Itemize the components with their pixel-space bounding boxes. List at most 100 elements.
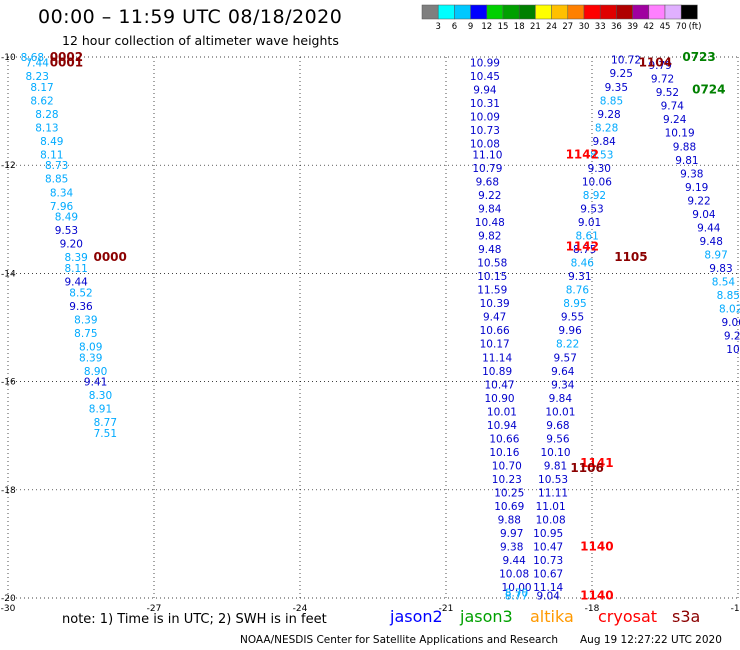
swh-data-label: 9.22 [687, 195, 710, 207]
swh-data-label: 9.04 [537, 590, 561, 602]
swh-data-label: 8.49 [40, 136, 63, 148]
colorbar-swatch [486, 4, 504, 20]
swh-data-label: 11.14 [533, 582, 563, 594]
swh-data-label: 10.58 [477, 258, 507, 270]
swh-data-label: 9.38 [680, 168, 703, 180]
colorbar-swatch [437, 4, 455, 20]
swh-data-label: 9.20 [60, 239, 83, 251]
swh-data-label: 9.94 [473, 84, 497, 96]
swh-data-label: 9.55 [561, 312, 584, 324]
swh-data-label: 10.47 [533, 542, 563, 554]
swh-data-label: 9.28 [597, 109, 620, 121]
colorbar-swatch [567, 4, 585, 20]
swh-data-label: 10.69 [494, 501, 524, 513]
swh-data-label: 9.84 [549, 393, 573, 405]
swh-data-label: 10.70 [492, 460, 522, 472]
swh-data-label: 8.17 [30, 82, 53, 94]
swh-data-label: 7.44 [26, 57, 50, 69]
swh-data-label: 8.52 [69, 287, 92, 299]
swh-data-label: 9.38 [500, 542, 523, 554]
swh-data-label: 10.23 [492, 474, 522, 486]
swh-data-label: 10.31 [470, 98, 500, 110]
swh-data-label: 10.67 [533, 569, 563, 581]
time-label: 1140 [580, 540, 613, 554]
swh-data-label: 10.99 [470, 57, 500, 69]
legend-jason3: jason3 [460, 607, 513, 626]
colorbar-swatch [583, 4, 601, 20]
time-label: 1106 [570, 461, 603, 475]
swh-data-label: 9.84 [478, 203, 502, 215]
swh-data-label: 8.11 [40, 149, 63, 161]
time-label: 1104 [639, 55, 672, 69]
swh-data-label: 9.48 [478, 244, 501, 256]
colorbar-swatch [680, 4, 698, 20]
swh-data-label: 10.10 [540, 447, 570, 459]
swh-data-label: 8.76 [566, 285, 590, 297]
colorbar-tick-label: 9 [468, 22, 473, 32]
swh-data-label: 9.44 [502, 555, 526, 567]
colorbar-swatch [664, 4, 682, 20]
colorbar-tick-label: 27 [562, 22, 573, 32]
time-label: 1105 [614, 250, 647, 264]
swh-data-label: 7.51 [94, 428, 117, 440]
swh-data-label: 9.53 [580, 203, 603, 215]
swh-data-label: 8.09 [79, 341, 102, 353]
swh-data-label: 9.57 [554, 352, 577, 364]
y-tick-label: -10 [1, 53, 16, 63]
colorbar-tick-label: 21 [530, 22, 541, 32]
swh-data-label: 9.30 [588, 163, 611, 175]
swh-data-label: 11.14 [482, 352, 512, 364]
colorbar-tick-label: 30 [579, 22, 590, 32]
chart-subtitle: 12 hour collection of altimeter wave hei… [62, 33, 339, 48]
swh-data-label: 8.85 [717, 290, 740, 302]
swh-data-label: 9.88 [498, 515, 521, 527]
colorbar-swatch [502, 4, 520, 20]
swh-data-label: 9.84 [592, 136, 616, 148]
swh-data-label: 10.19 [665, 128, 695, 140]
y-tick-label: -16 [1, 378, 16, 388]
swh-data-label: 8.85 [45, 174, 68, 186]
swh-data-label: 8.34 [50, 187, 74, 199]
swh-data-label: 9.48 [700, 236, 723, 248]
swh-data-label: 10.08 [536, 515, 566, 527]
swh-data-label: 10.06 [582, 176, 612, 188]
colorbar-tick-label: 33 [595, 22, 606, 32]
swh-data-label: 10.66 [489, 433, 519, 445]
colorbar-swatch [470, 4, 488, 20]
legend-cryosat: cryosat [598, 607, 658, 626]
swh-data-label: 8.85 [600, 95, 623, 107]
swh-data-label: 9.83 [709, 263, 732, 275]
swh-data-label: 8.53 [590, 149, 613, 161]
x-tick-label: -24 [293, 604, 308, 614]
swh-data-label: 9.01 [578, 217, 601, 229]
swh-data-label: 10.53 [538, 474, 568, 486]
swh-data-label: 11.10 [472, 149, 502, 161]
colorbar-tick-label: 24 [546, 22, 557, 32]
swh-data-label: 10.73 [533, 555, 563, 567]
colorbar-tick-label: 39 [627, 22, 638, 32]
swh-data-label: 10.25 [494, 488, 524, 500]
swh-data-label: 8.28 [595, 122, 618, 134]
time-label: 1142 [566, 147, 599, 161]
chart-title: 00:00 – 11:59 UTC 08/18/2020 [38, 6, 343, 28]
y-tick-label: -12 [1, 161, 16, 171]
swh-data-label: 8.54 [712, 277, 736, 289]
swh-data-label: 10.45 [470, 71, 500, 83]
swh-data-label: 11.59 [477, 285, 507, 297]
swh-data-label: 8.91 [89, 404, 112, 416]
swh-data-label: 8.90 [84, 366, 107, 378]
swh-data-label: 10.94 [487, 420, 517, 432]
swh-data-label: 10.08 [470, 139, 500, 151]
swh-data-label: 9.44 [697, 222, 721, 234]
swh-data-label: 8.49 [55, 212, 78, 224]
x-tick-label: -18 [585, 604, 600, 614]
time-label: 0002 [50, 50, 83, 64]
swh-data-label: 8.13 [35, 122, 58, 134]
swh-data-label: 11.11 [538, 488, 568, 500]
colorbar-swatch [551, 4, 569, 20]
swh-data-label: 9.41 [84, 377, 107, 389]
legend-jason2: jason2 [390, 607, 443, 626]
swh-data-label: 9.44 [64, 277, 88, 289]
colorbar-tick-label: 15 [498, 22, 509, 32]
